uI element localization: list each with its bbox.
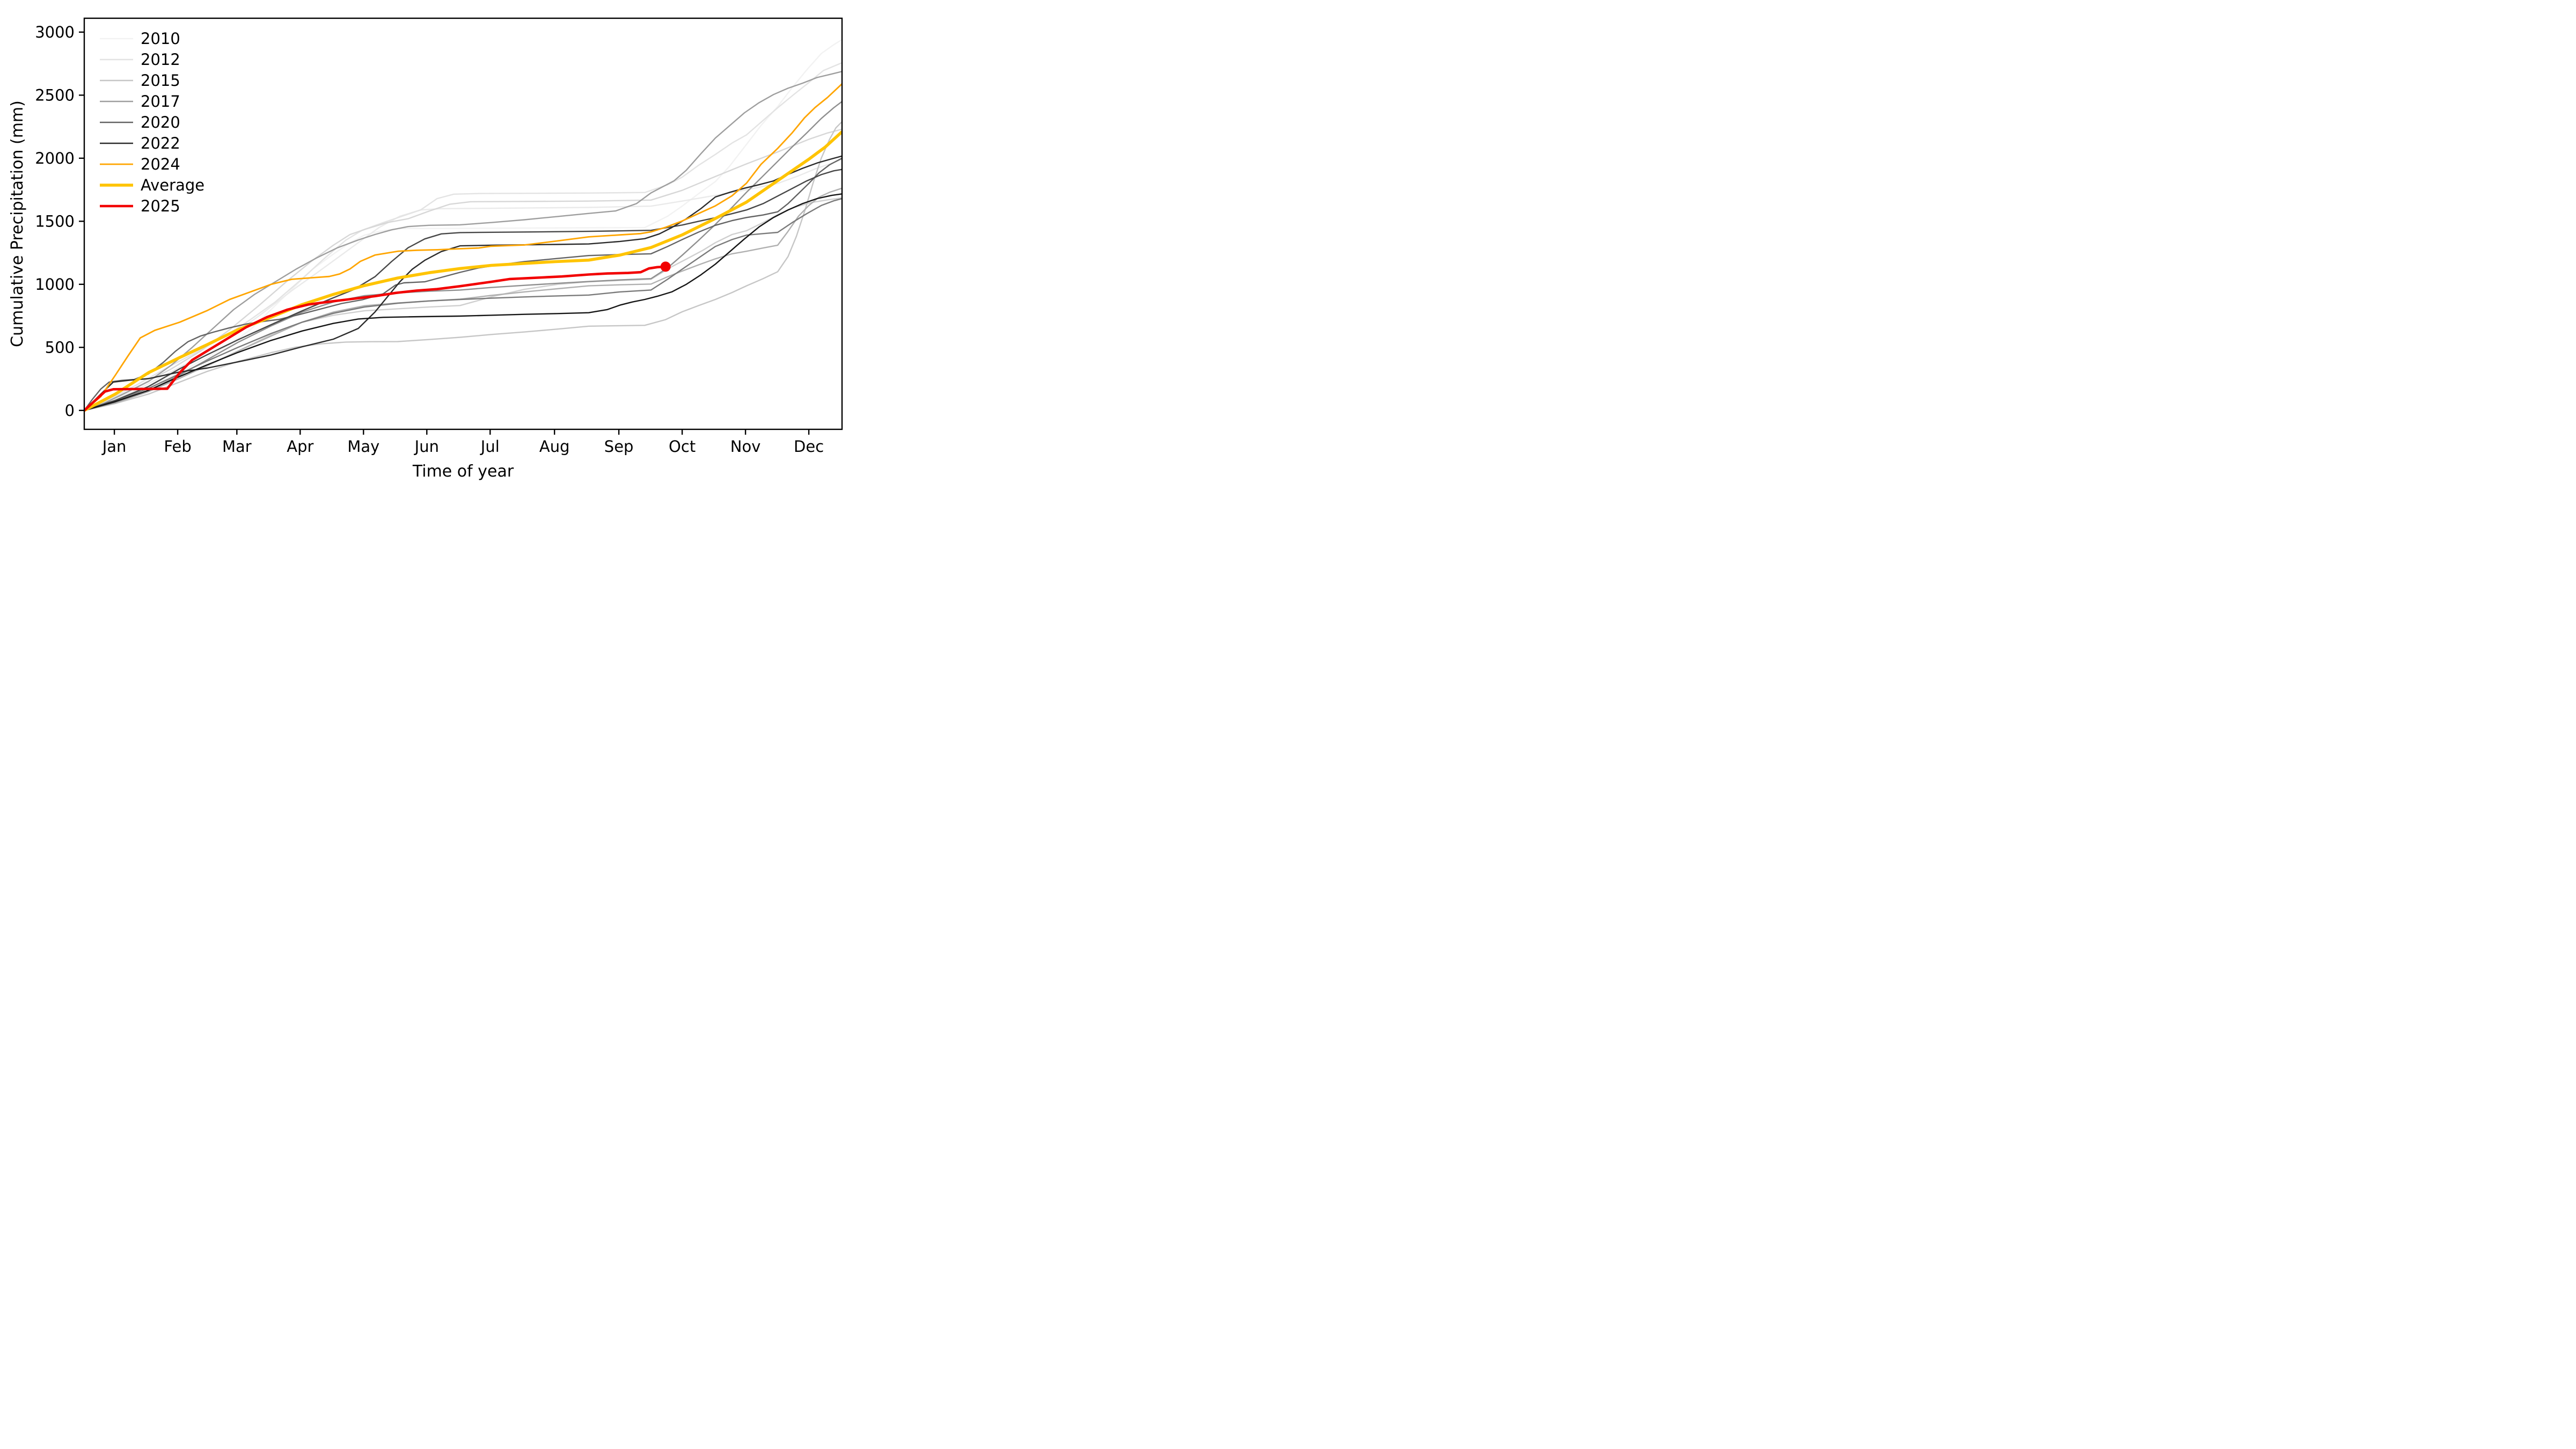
legend-label-average: Average [141, 176, 204, 194]
series-2025-end-dot [660, 261, 671, 272]
legend-label-2010: 2010 [141, 30, 180, 48]
y-axis-label: Cumulative Precipitation (mm) [8, 100, 27, 347]
series-2019-line [84, 197, 842, 411]
x-tick-label-jan: Jan [101, 437, 127, 456]
x-tick-label-nov: Nov [730, 437, 761, 456]
series-2023-line [84, 193, 842, 411]
x-tick-label-apr: Apr [287, 437, 313, 456]
legend-label-2020: 2020 [141, 113, 180, 131]
series-2014-line [84, 197, 842, 411]
x-tick-label-jul: Jul [480, 437, 500, 456]
y-tick-label: 3000 [35, 23, 75, 41]
x-tick-label-dec: Dec [794, 437, 824, 456]
series-2024-line [84, 83, 842, 411]
series-2015-line [84, 121, 842, 411]
series-2022-line [84, 155, 842, 411]
x-tick-label-feb: Feb [164, 437, 191, 456]
legend-label-2024: 2024 [141, 155, 180, 173]
legend-label-2012: 2012 [141, 50, 180, 69]
x-axis-label: Time of year [412, 462, 514, 481]
legend-label-2017: 2017 [141, 92, 180, 111]
x-tick-label-sep: Sep [604, 437, 634, 456]
y-tick-label: 0 [65, 401, 75, 420]
legend-label-2015: 2015 [141, 71, 180, 90]
series-2013-line [84, 128, 842, 411]
precipitation-figure: 0 500 1000 1500 2000 2500 3000 Jan Feb Mar Apr May J… [0, 0, 859, 483]
y-tick-label: 2500 [35, 86, 75, 104]
cumulative-precipitation-chart: 0 500 1000 1500 2000 2500 3000 Jan Feb Mar Apr May J… [8, 17, 843, 481]
series-2018-line [84, 101, 842, 411]
series-2020-line [84, 157, 842, 411]
x-tick-label-mar: Mar [222, 437, 252, 456]
y-tick-label: 1000 [35, 275, 75, 294]
axes-frame [83, 17, 843, 430]
series-average-line [84, 130, 842, 412]
legend-label-2025: 2025 [141, 197, 180, 215]
x-tick-label-oct: Oct [669, 437, 696, 456]
legend-label-2022: 2022 [141, 134, 180, 152]
x-tick-label-may: May [347, 437, 379, 456]
x-tick-label-jun: Jun [414, 437, 439, 456]
y-tick-label: 500 [45, 338, 75, 356]
series-2016-line [84, 187, 842, 411]
y-tick-label: 1500 [35, 212, 75, 230]
series-2021-line [84, 169, 842, 411]
series-2025-line [84, 265, 666, 412]
y-tick-label: 2000 [35, 149, 75, 167]
x-tick-label-aug: Aug [539, 437, 570, 456]
series-2017-line [84, 71, 842, 411]
